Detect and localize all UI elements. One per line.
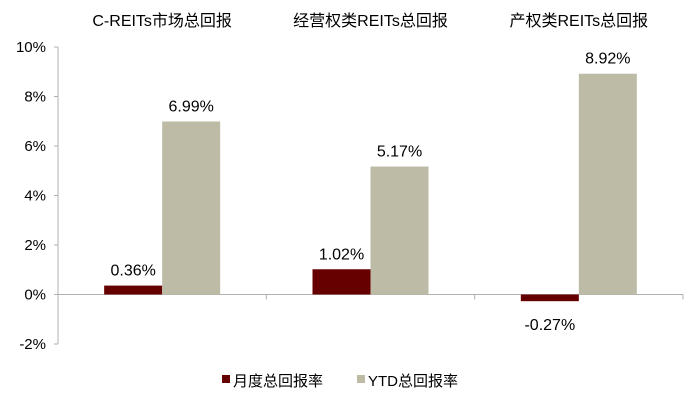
y-tick-label: 8% xyxy=(24,89,46,106)
bar xyxy=(162,121,221,295)
category-label: C-REITs市场总回报 xyxy=(92,12,232,30)
legend-label: YTD总回报率 xyxy=(368,373,458,390)
legend-swatch xyxy=(222,375,230,383)
bar xyxy=(370,166,429,295)
y-tick-label: 4% xyxy=(24,188,46,205)
y-tick-label: 6% xyxy=(24,138,46,155)
bar xyxy=(104,285,163,295)
data-label: 8.92% xyxy=(585,51,630,68)
data-label: 5.17% xyxy=(377,144,422,161)
y-tick-label: 0% xyxy=(24,287,46,304)
legend-label: 月度总回报率 xyxy=(233,373,323,390)
data-label: 6.99% xyxy=(168,98,213,115)
bar xyxy=(520,294,579,302)
bar xyxy=(578,73,637,295)
data-label: 0.36% xyxy=(110,263,155,280)
category-label: 经营权类REITs总回报 xyxy=(293,12,448,30)
data-label: -0.27% xyxy=(524,317,575,334)
legend-swatch xyxy=(357,375,366,383)
category-label: 产权类REITs总回报 xyxy=(509,12,648,30)
y-tick-label: 10% xyxy=(16,39,46,56)
bar xyxy=(312,269,371,295)
data-label: 1.02% xyxy=(319,246,364,263)
y-tick-label: -2% xyxy=(19,336,46,353)
y-tick-label: 2% xyxy=(24,237,46,254)
